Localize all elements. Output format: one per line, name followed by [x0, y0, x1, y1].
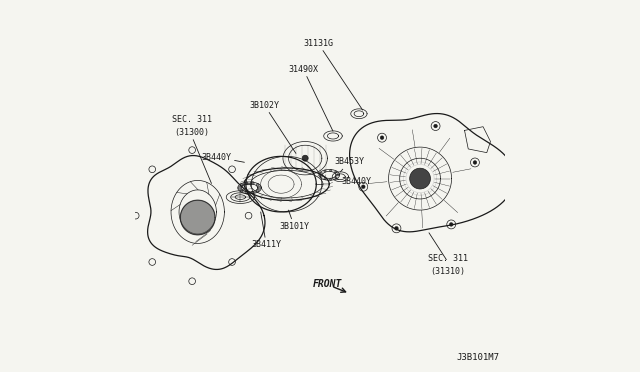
- Circle shape: [330, 169, 332, 171]
- Circle shape: [245, 182, 248, 185]
- Text: 31131G: 31131G: [303, 39, 363, 110]
- Circle shape: [240, 183, 243, 186]
- Circle shape: [238, 186, 241, 189]
- Circle shape: [380, 136, 384, 140]
- Circle shape: [320, 175, 323, 177]
- Circle shape: [245, 191, 248, 194]
- Text: 3B440Y: 3B440Y: [335, 177, 371, 186]
- Text: (31300): (31300): [175, 128, 210, 137]
- Text: SEC. 311: SEC. 311: [428, 254, 468, 263]
- Circle shape: [330, 178, 332, 180]
- Text: 3B101Y: 3B101Y: [279, 210, 309, 231]
- Circle shape: [256, 189, 259, 192]
- Circle shape: [251, 191, 254, 194]
- Circle shape: [320, 172, 323, 174]
- Circle shape: [434, 124, 437, 128]
- Polygon shape: [180, 200, 215, 235]
- Circle shape: [337, 174, 339, 176]
- Circle shape: [258, 186, 261, 189]
- Circle shape: [395, 227, 398, 230]
- Text: SEC. 311: SEC. 311: [172, 115, 212, 124]
- Circle shape: [362, 185, 365, 189]
- Circle shape: [410, 168, 431, 189]
- Circle shape: [449, 222, 453, 226]
- Text: 3B440Y: 3B440Y: [202, 153, 244, 162]
- Text: FRONT: FRONT: [313, 279, 342, 289]
- Text: 3B453Y: 3B453Y: [334, 157, 364, 172]
- Text: (31310): (31310): [430, 267, 465, 276]
- Text: 3B102Y: 3B102Y: [250, 101, 296, 153]
- Circle shape: [302, 155, 308, 161]
- Circle shape: [335, 171, 337, 173]
- Text: J3B101M7: J3B101M7: [457, 353, 500, 362]
- Text: 31490X: 31490X: [289, 65, 333, 131]
- Circle shape: [473, 161, 477, 164]
- Circle shape: [335, 177, 337, 179]
- Circle shape: [240, 189, 243, 192]
- Text: 3B411Y: 3B411Y: [252, 212, 281, 249]
- Circle shape: [324, 170, 326, 172]
- Circle shape: [324, 177, 326, 180]
- Circle shape: [256, 183, 259, 186]
- Circle shape: [251, 182, 254, 185]
